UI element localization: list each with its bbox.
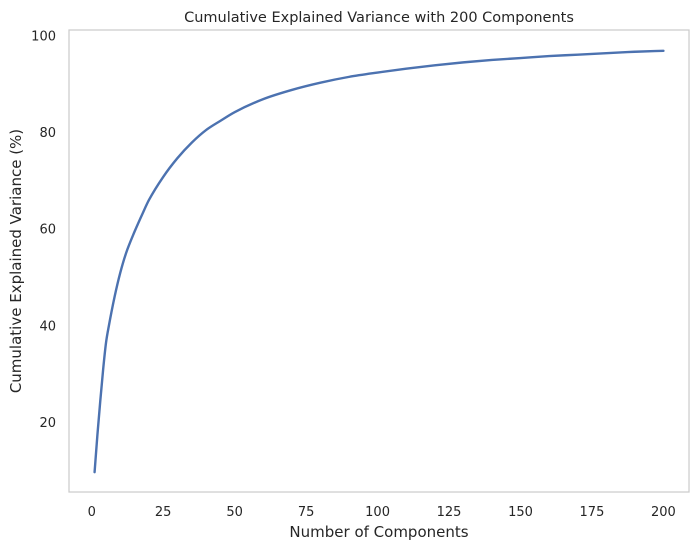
plot-frame bbox=[68, 29, 690, 493]
x-tick-labels: 0 25 50 75 100 125 150 175 200 bbox=[88, 505, 676, 520]
y-tick-labels: 20 40 60 80 100 bbox=[31, 29, 56, 431]
y-tick-label: 20 bbox=[39, 416, 56, 431]
y-tick-label: 60 bbox=[39, 223, 56, 238]
series-layer bbox=[93, 49, 665, 474]
x-tick-label: 75 bbox=[298, 505, 315, 520]
x-tick-label: 175 bbox=[580, 505, 605, 520]
y-tick-label: 80 bbox=[39, 126, 56, 141]
x-axis-label: Number of Components bbox=[289, 523, 468, 541]
x-tick-label: 100 bbox=[365, 505, 390, 520]
x-tick-label: 0 bbox=[88, 505, 96, 520]
chart-title: Cumulative Explained Variance with 200 C… bbox=[184, 10, 574, 26]
y-tick-label: 100 bbox=[31, 29, 56, 44]
x-tick-label: 25 bbox=[155, 505, 172, 520]
x-tick-label: 125 bbox=[437, 505, 462, 520]
cumulative-variance-line bbox=[93, 49, 665, 474]
x-tick-label: 200 bbox=[651, 505, 676, 520]
y-axis-label: Cumulative Explained Variance (%) bbox=[7, 129, 25, 393]
x-tick-label: 150 bbox=[508, 505, 533, 520]
y-tick-label: 40 bbox=[39, 319, 56, 334]
x-tick-label: 50 bbox=[226, 505, 243, 520]
